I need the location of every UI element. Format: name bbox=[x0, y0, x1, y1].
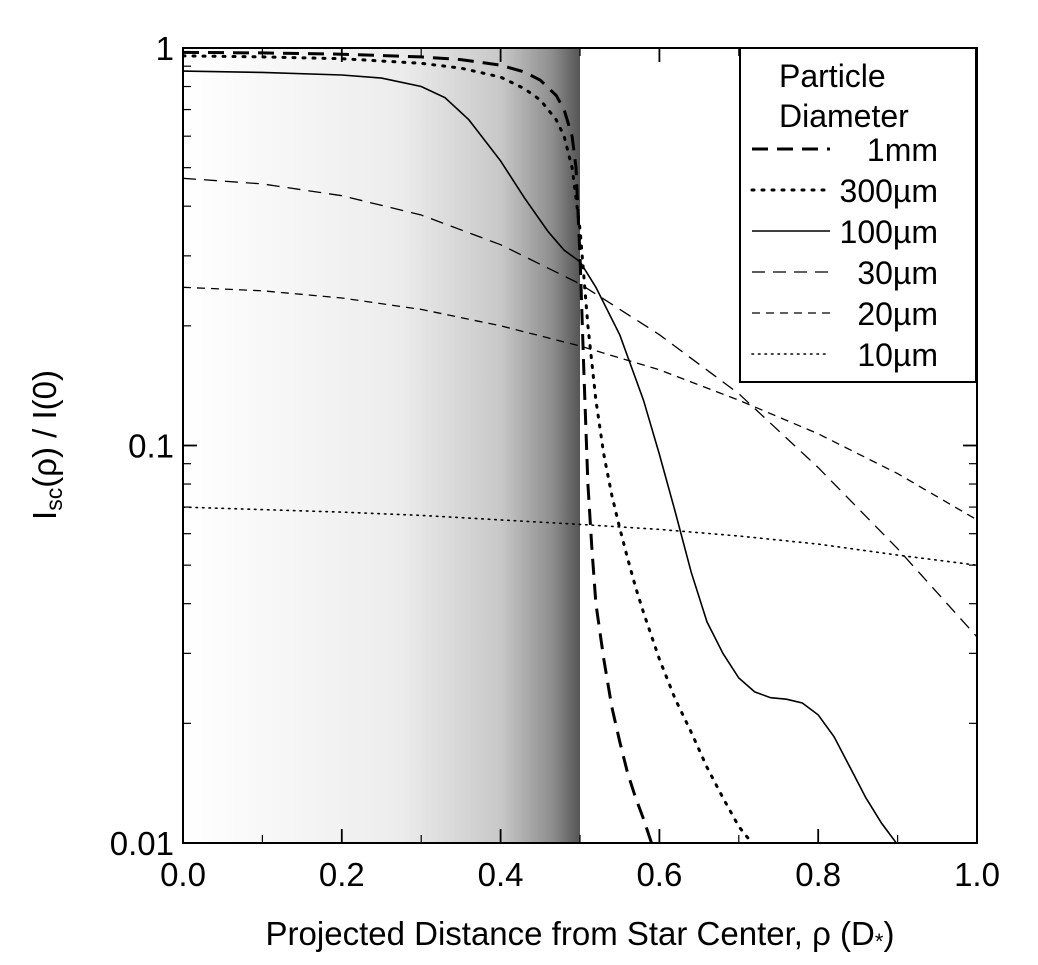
series-line-2 bbox=[183, 70, 898, 843]
series-line-5 bbox=[183, 506, 977, 566]
x-tick-label: 0.0 bbox=[160, 856, 206, 893]
legend-label-1: 300µm bbox=[840, 173, 938, 209]
y-tick-label: 0.01 bbox=[110, 825, 174, 862]
x-axis-label: Projected Distance from Star Center, ρ (… bbox=[266, 915, 895, 954]
legend-label-0: 1mm bbox=[867, 132, 938, 168]
shaded-region bbox=[183, 48, 580, 843]
x-tick-label: 0.6 bbox=[636, 856, 682, 893]
y-tick-label: 0.1 bbox=[128, 428, 174, 465]
legend-label-5: 10µm bbox=[857, 337, 938, 373]
y-axis-label-sub: sc bbox=[41, 488, 67, 511]
y-axis-label-rest: (ρ) / I(0) bbox=[26, 370, 63, 488]
series-layer bbox=[183, 50, 977, 843]
series-line-0 bbox=[183, 50, 653, 843]
legend-label-4: 20µm bbox=[857, 296, 938, 332]
x-tick-label: 0.4 bbox=[478, 856, 524, 893]
legend-label-3: 30µm bbox=[857, 255, 938, 291]
x-tick-label: 1.0 bbox=[954, 856, 1000, 893]
legend: Particle Diameter 1mm300µm100µm30µm20µm1… bbox=[739, 47, 977, 383]
plot-frame bbox=[182, 47, 978, 844]
x-tick-label: 0.8 bbox=[795, 856, 841, 893]
y-tick-label: 1 bbox=[156, 30, 174, 67]
legend-label-2: 100µm bbox=[840, 214, 938, 250]
series-line-4 bbox=[183, 286, 977, 521]
y-axis-label: Isc(ρ) / I(0) bbox=[26, 370, 67, 520]
legend-title-line1: Particle bbox=[779, 58, 886, 94]
ticks-layer: 0.0 0.2 0.4 0.6 0.8 1.0 0.01 0.1 1 bbox=[110, 30, 1000, 893]
series-line-1 bbox=[183, 54, 754, 843]
x-tick-label: 0.2 bbox=[319, 856, 365, 893]
legend-entries: 1mm 300µm 100µm 30µm 20µm 10µm bbox=[750, 132, 938, 373]
legend-title-line2: Diameter bbox=[779, 98, 909, 134]
x-axis-label-end: ) bbox=[883, 915, 894, 952]
series-line-3 bbox=[183, 177, 977, 638]
legend-box bbox=[739, 47, 977, 383]
x-axis-label-sub: * bbox=[875, 929, 884, 954]
